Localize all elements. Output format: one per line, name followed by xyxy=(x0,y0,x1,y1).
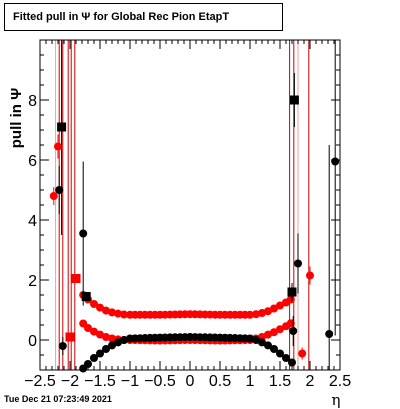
y-axis-label: pull in Ψ xyxy=(8,88,25,148)
band-point-1 xyxy=(264,330,272,339)
band-point-0 xyxy=(90,300,98,308)
band-point-0 xyxy=(96,303,104,312)
vertical-lines xyxy=(55,40,310,370)
data-point xyxy=(54,142,62,151)
band-point-1 xyxy=(90,327,98,336)
band-point-0 xyxy=(276,301,284,310)
band-point-1 xyxy=(96,330,104,339)
x-tick-label: −1.5 xyxy=(84,373,116,390)
band-point-1 xyxy=(270,328,278,337)
band-point-2 xyxy=(246,334,254,343)
data-point xyxy=(79,229,88,238)
band-point-2 xyxy=(90,354,98,362)
data-point xyxy=(325,330,334,338)
band-point-2 xyxy=(96,349,104,358)
timestamp: Tue Dec 21 07:23:49 2021 xyxy=(4,394,112,404)
x-tick-label: −2 xyxy=(61,373,79,390)
x-axis-label: η xyxy=(332,391,341,409)
data-point xyxy=(49,192,58,200)
x-tick-label: 0 xyxy=(186,373,195,390)
band-point-1 xyxy=(102,333,110,341)
x-tick-label: −0.5 xyxy=(144,373,176,390)
data-point-square xyxy=(71,274,81,283)
band-point-2 xyxy=(84,360,92,368)
band-point-2 xyxy=(288,358,296,367)
data-point xyxy=(331,157,340,166)
band-point-2 xyxy=(258,338,266,347)
x-tick-label: 2.5 xyxy=(329,373,351,390)
x-tick-label: 1 xyxy=(246,373,255,390)
band-point-0 xyxy=(120,310,128,319)
band-point-1 xyxy=(108,334,116,343)
x-tick-label: −1 xyxy=(121,373,139,390)
y-tick-label: 6 xyxy=(28,153,37,170)
band-point-2 xyxy=(102,345,110,353)
data-point xyxy=(298,349,307,358)
band-point-1 xyxy=(84,324,92,332)
chart-title: Fitted pull in Ψ for Global Rec Pion Eta… xyxy=(4,3,283,31)
data-point xyxy=(289,327,298,335)
band-point-2 xyxy=(114,338,122,347)
band-point-2 xyxy=(282,354,290,362)
data-point xyxy=(294,259,302,268)
band-point-0 xyxy=(286,295,295,304)
x-tick-label: 1.5 xyxy=(269,373,291,390)
band-point-0 xyxy=(270,304,278,313)
band-point-2 xyxy=(252,336,260,344)
band-point-0 xyxy=(264,307,272,316)
band-point-0 xyxy=(246,310,254,319)
x-axis: −2.5 −2 −1.5 −1 −0.5 0 0.5 1 1.5 2 2.5 xyxy=(24,40,351,390)
band-point-0 xyxy=(102,306,110,315)
data-point xyxy=(55,186,64,194)
data-point-square xyxy=(289,95,299,105)
band-point-2 xyxy=(276,349,284,358)
x-tick-label: 2 xyxy=(306,373,315,390)
x-tick-label: 0.5 xyxy=(209,373,231,390)
data-point-square xyxy=(57,122,67,132)
x-tick-label: −2.5 xyxy=(24,373,56,390)
band-point-1 xyxy=(276,325,284,334)
data-point-square xyxy=(65,332,75,342)
data-point xyxy=(306,271,314,280)
y-axis: 0 2 4 6 8 xyxy=(28,39,340,371)
data-point-square xyxy=(81,292,91,301)
band-point-0 xyxy=(252,310,260,319)
data-point xyxy=(58,342,67,350)
band-point-0 xyxy=(258,309,266,317)
y-tick-label: 2 xyxy=(28,273,37,290)
y-tick-label: 0 xyxy=(28,333,37,350)
marker-series xyxy=(49,40,340,370)
band-point-2 xyxy=(120,336,128,344)
band-point-2 xyxy=(108,341,116,350)
band-point-0 xyxy=(108,308,116,317)
band-point-2 xyxy=(270,345,278,353)
data-point-square xyxy=(287,287,297,297)
band-point-2 xyxy=(264,341,272,350)
band-series xyxy=(79,291,296,373)
y-tick-label: 4 xyxy=(28,213,37,230)
y-tick-label: 8 xyxy=(28,93,37,110)
band-point-0 xyxy=(114,309,122,318)
